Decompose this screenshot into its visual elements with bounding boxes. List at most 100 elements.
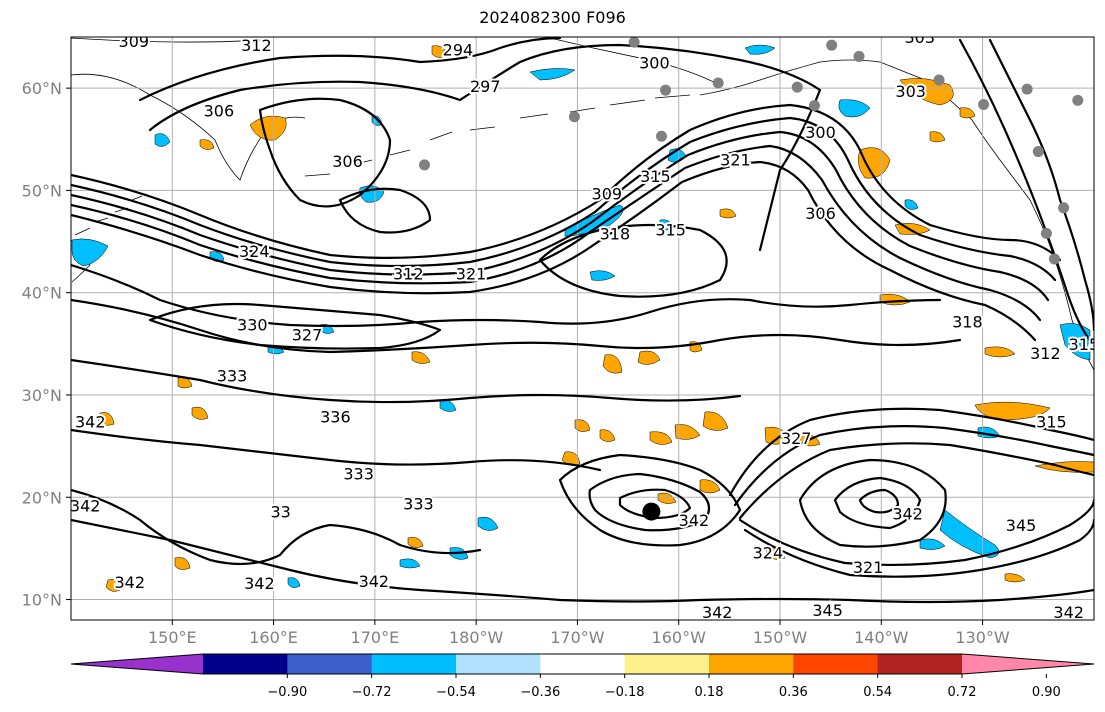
station-dot: [791, 81, 803, 93]
contour-label: 318: [952, 312, 983, 331]
contour-label: 324: [239, 242, 270, 261]
colorbar-tick-label: −0.90: [267, 685, 307, 700]
contour-line: [71, 298, 962, 354]
contour-label: 333: [217, 367, 248, 386]
contour-line: [71, 130, 1050, 302]
station-dot: [1058, 202, 1070, 214]
colorbar-segment: [456, 654, 541, 674]
contour-label: 342: [244, 574, 275, 593]
contour-line: [988, 38, 1094, 332]
contour-label: 324: [753, 543, 784, 562]
contour-label: 345: [812, 601, 843, 620]
station-dot: [933, 74, 945, 86]
graticule: [71, 37, 1094, 620]
colorbar-segment: [877, 654, 963, 674]
contour-label: 33: [270, 503, 290, 522]
contour-label: 315: [1069, 335, 1100, 354]
contour-line: [588, 472, 711, 532]
longitude-label: 150°E: [148, 628, 197, 647]
latitude-label: 30°N: [22, 386, 62, 405]
contour-label: 342: [114, 573, 145, 592]
colorbar-extend-high: [962, 654, 1094, 674]
colorbar-segment: [203, 654, 288, 674]
contour-label: 309: [592, 184, 623, 203]
longitude-label: 160°E: [249, 628, 298, 647]
contour-line: [738, 498, 1094, 567]
longitude-label: 170°W: [550, 628, 605, 647]
contour-line: [538, 223, 728, 298]
station-dot: [1021, 83, 1033, 95]
contour-line: [833, 476, 922, 530]
station-dot: [656, 130, 668, 142]
colorbar-tick-label: 0.72: [948, 685, 977, 700]
contour-line: [71, 358, 742, 404]
colorbar-extend-low: [71, 654, 203, 674]
contour-line: [738, 442, 1094, 520]
colorbar-tick-labels: −0.90 −0.72 −0.54 −0.36 −0.18 0.18 0.36 0.54 0.7…: [267, 674, 1061, 700]
map-background: [71, 37, 1094, 620]
contour-line: [958, 38, 1094, 347]
contour-labels: 309 312 294 300 297 303 303 306 306 300 321 315 309 3…: [70, 28, 1100, 620]
contour-line: [71, 263, 942, 328]
contour-label: 321: [853, 558, 884, 577]
colorbar-tick-label: −0.18: [605, 685, 645, 700]
contour-line: [71, 428, 602, 472]
contour-label: 342: [679, 511, 710, 530]
contour-label: 303: [905, 28, 936, 47]
contour-line: [743, 518, 1094, 578]
latitude-label: 50°N: [22, 181, 62, 200]
station-dot: [568, 111, 580, 123]
contour-label: 315: [1036, 413, 1067, 432]
contour-label: 330: [237, 315, 268, 334]
contour-label: 312: [393, 264, 424, 283]
contour-label: 297: [470, 77, 501, 96]
contour-label: 321: [720, 151, 751, 170]
longitude-label: 160°W: [652, 628, 707, 647]
aleutian-islands: [304, 94, 691, 177]
colorbar-tick-label: 0.54: [863, 685, 892, 700]
contour-label: 306: [204, 102, 235, 121]
longitude-label: 140°W: [854, 628, 909, 647]
contour-label: 312: [241, 36, 272, 55]
contour-line: [71, 116, 1057, 282]
station-dot: [808, 100, 820, 112]
station-dot: [660, 84, 672, 96]
station-dot: [1032, 146, 1044, 158]
contour-label: 306: [332, 152, 363, 171]
colorbar-segment: [540, 654, 626, 674]
contour-label: 303: [895, 82, 926, 101]
contour-line: [148, 43, 822, 252]
colorbar-segment: [624, 654, 710, 674]
contour-label: 342: [70, 496, 101, 515]
contour-label: 318: [600, 224, 631, 243]
station-dot: [826, 39, 838, 51]
contour-line: [338, 187, 432, 234]
colorbar-tick-label: −0.54: [436, 685, 476, 700]
station-dot: [1048, 253, 1060, 265]
contour-line: [71, 518, 1094, 604]
contour-line: [71, 488, 482, 566]
contour-label: 294: [443, 40, 474, 59]
contour-label: 315: [640, 167, 671, 186]
latitude-label: 10°N: [22, 591, 62, 610]
colorbar-tick-label: −0.72: [352, 685, 392, 700]
contour-line: [148, 302, 442, 350]
contour-label: 327: [292, 326, 323, 345]
latitude-labels: 60°N 50°N 40°N 30°N 20°N 10°N: [22, 79, 71, 610]
contour-label: 300: [805, 123, 836, 142]
colorbar-tick-label: 0.36: [779, 685, 808, 700]
station-dot: [853, 50, 865, 62]
latitude-label: 60°N: [22, 79, 62, 98]
station-dot: [1072, 94, 1084, 106]
contour-label: 327: [781, 429, 812, 448]
contour-label: 333: [403, 494, 434, 513]
longitude-label: 130°W: [955, 628, 1010, 647]
contour-line: [71, 144, 1042, 322]
contour-line: [798, 458, 947, 548]
longitude-labels: 150°E 160°E 170°E 180°W 170°W 160°W 150°W 140°W…: [148, 620, 1010, 647]
latitude-label: 20°N: [22, 488, 62, 507]
contour-label: 300: [639, 54, 670, 73]
storm-center-marker: [642, 502, 661, 521]
colorbar: [70, 653, 1095, 675]
